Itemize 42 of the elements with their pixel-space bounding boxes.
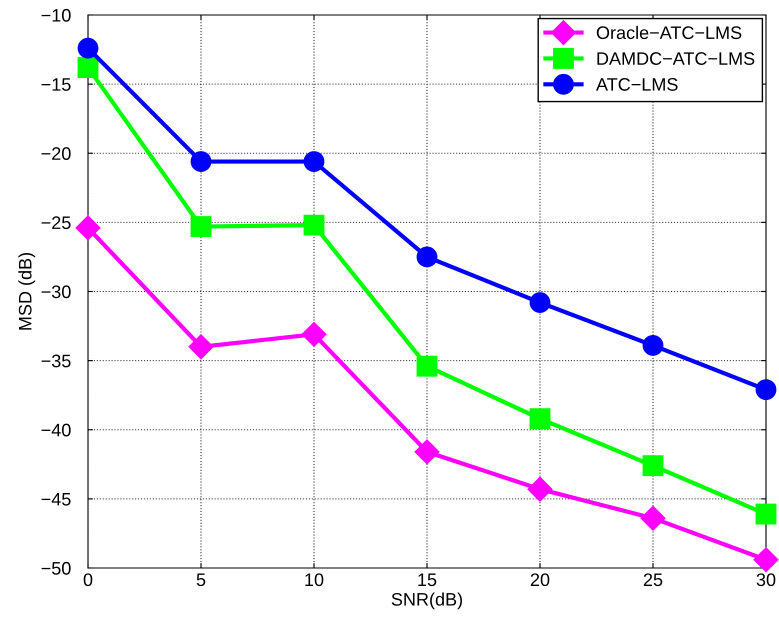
x-tick-label: 15 [418,574,436,586]
point [416,356,438,377]
y-tick-label: −35 [42,354,71,368]
x-tick-label: 25 [644,573,662,586]
point [190,151,212,172]
point [188,334,214,360]
legend-label: Oracle−ATC−LMS [596,26,742,40]
point [642,335,664,356]
legend-label: DAMDC−ATC−LMS [597,52,754,65]
point [756,379,776,400]
point [302,322,326,347]
x-tick-label: 0 [84,573,92,586]
point [304,151,324,172]
legend-label: ATC−LMS [596,78,678,91]
point [414,439,440,464]
point [190,216,212,237]
y-tick-label: −45 [42,492,71,506]
point [304,214,324,236]
x-tick-label: 30 [756,573,776,586]
y-tick-label: −20 [42,147,71,160]
point [528,476,552,502]
y-tick-label: −40 [42,424,71,436]
y-tick-label: −30 [42,285,71,298]
point [416,246,438,268]
y-tick-label: −15 [42,78,71,91]
point [76,215,100,240]
point [640,506,666,531]
x-tick-label: 5 [196,574,206,586]
y-tick-label: −50 [42,562,71,575]
point [756,504,776,524]
point [530,408,550,430]
point [530,292,550,313]
y-tick-label: −10 [42,8,71,22]
point [754,547,778,572]
point [642,455,664,476]
x-tick-label: 20 [530,573,550,586]
y-tick-label: −25 [42,216,71,230]
x-axis-title: SNR(dB) [392,592,462,610]
x-tick-label: 10 [305,573,324,586]
point [78,57,98,78]
point [78,38,98,59]
y-axis-title: MSD (dB) [18,252,36,330]
